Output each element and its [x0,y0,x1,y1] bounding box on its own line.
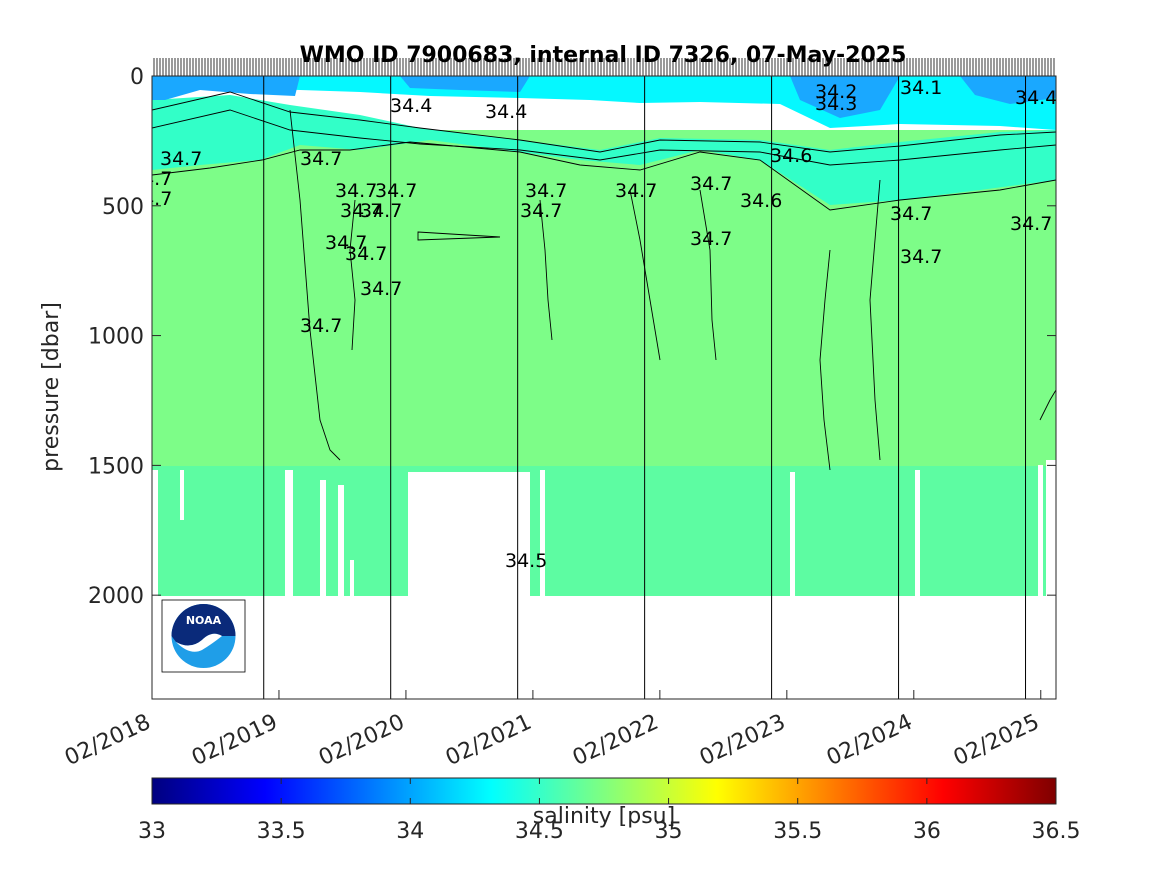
y-axis: 0 500 1000 1500 2000 [88,65,1056,609]
contour-label: 34.6 [740,190,782,212]
data-gap [338,485,344,596]
contour-label: 34.7 [130,188,172,210]
colorbar [151,777,1057,805]
colorbar-tick-label: 34.5 [515,819,564,844]
data-gap [915,470,920,596]
noaa-logo-text: NOAA [186,614,222,627]
x-tick-label: 02/2022 [569,710,662,771]
data-gap [540,470,545,596]
x-tick-label: 02/2019 [188,710,281,771]
data-gap [790,472,795,596]
contour-labels: 34.734.734.734.734.734.734.734.734.734.7… [130,77,1057,572]
contour-label: 34.7 [520,200,562,222]
no-data-region [152,596,1056,699]
contour-label: 34.7 [130,168,172,190]
contour-label: 34.7 [160,148,202,170]
contour-label: 34.7 [300,148,342,170]
data-gap [350,560,354,596]
colorbar-tick-label: 34 [396,819,424,844]
deep-water-layer [152,465,1056,596]
contour-label: 34.4 [1015,87,1057,109]
x-tick-label: 02/2020 [315,710,408,771]
contour-label: 34.7 [890,203,932,225]
y-tick-label: 0 [130,65,144,90]
contour-label: 34.7 [525,180,567,202]
contour-label: 34.7 [1010,213,1052,235]
contour-label: 34.7 [900,246,942,268]
data-gap [1038,465,1043,596]
colorbar-tick-label: 35 [655,819,683,844]
contour-label: 34.1 [900,77,942,99]
colorbar-tick-label: 33.5 [257,819,306,844]
contour-label: 34.7 [375,180,417,202]
y-tick-label: 1000 [88,325,144,350]
x-tick-label: 02/2021 [442,710,535,771]
year-markers [263,76,1027,699]
contour-label: 34.7 [690,228,732,250]
data-gap [1046,460,1056,596]
data-gap [408,472,530,596]
colorbar-tick-label: 36 [913,819,941,844]
contour-label: 34.7 [615,180,657,202]
contour-lines [152,91,1056,471]
contour-label: 34.7 [690,173,732,195]
y-axis-title: pressure [dbar] [39,302,64,472]
colorbar-title: salinity [psu] [533,804,675,829]
contour-label: 34.7 [300,315,342,337]
y-tick-label: 2000 [88,584,144,609]
contour-label: 34.7 [325,232,367,254]
contour-label: 34.7 [360,278,402,300]
contour-label: 34.6 [770,145,812,167]
fresh-patch [790,76,900,118]
colorbar-ticks: 33 33.5 34 34.5 35 35.5 36 36.5 [138,778,1080,844]
data-gap [152,470,158,596]
colorbar-tick-label: 33 [138,819,166,844]
data-gap [180,470,184,520]
fresh-patch [960,76,1056,104]
plot-area: 34.734.734.734.734.734.734.734.734.734.7… [130,76,1057,699]
contour-label: 34.4 [390,95,432,117]
contour-label: 34.7 [335,180,377,202]
contour-label: 34.7 [345,243,387,265]
data-gap [285,470,293,596]
fresh-patch [152,76,300,100]
colorbar-tick-label: 35.5 [773,819,822,844]
contour-label: 34.7 [360,200,402,222]
contour-label: 34.3 [815,93,857,115]
data-gap [320,480,326,596]
x-tick-label: 02/2023 [696,710,789,771]
x-tick-label: 02/2018 [61,710,154,771]
contour-label: 34.7 [340,200,382,222]
x-tick-label: 02/2024 [823,710,916,771]
contour-label: 34.2 [815,81,857,103]
x-axis: 02/2018 02/2019 02/2020 02/2021 02/2022 02/20… [61,690,1043,771]
contour-label: 34.4 [485,101,527,123]
fresh-patch [400,76,530,92]
colorbar-tick-label: 36.5 [1032,819,1081,844]
plot-frame [151,75,1057,700]
profile-markers [152,58,1056,76]
noaa-logo: NOAA [161,599,246,673]
y-tick-label: 1500 [88,454,144,479]
x-tick-label: 02/2025 [950,710,1043,771]
contour-label: 34.5 [505,550,547,572]
y-tick-label: 500 [102,195,144,220]
